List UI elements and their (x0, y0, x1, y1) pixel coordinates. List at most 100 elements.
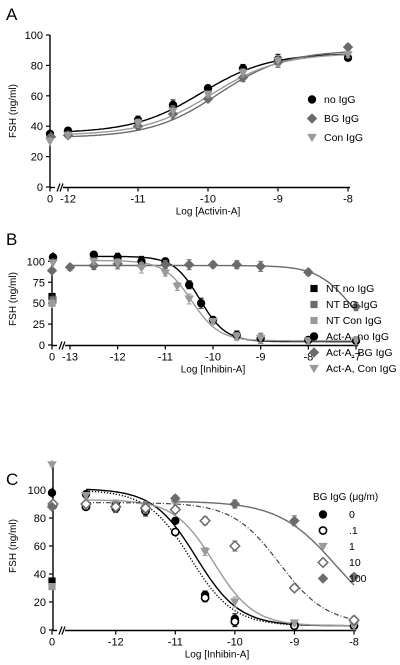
series-B-Act-A, Con IgG-point (160, 269, 171, 278)
y-tick-label: 100 (28, 485, 46, 497)
legend-marker-1 (318, 542, 328, 552)
curve-Act-A, no IgG (93, 255, 356, 343)
series-C-0-nt-control-point (48, 577, 56, 585)
x-axis-label: Log [Activin-A] (176, 207, 241, 218)
x-axis-label: Log [Inhibin-A] (181, 365, 246, 376)
axis-break (59, 183, 64, 192)
series-B-Act-A, Con IgG-point (112, 259, 123, 268)
legend-label-1: 1 (349, 541, 355, 553)
series-A-no IgG-point (203, 84, 213, 93)
legend-marker-Act-A, Con IgG (309, 364, 319, 374)
series-A-Con IgG-point (133, 119, 143, 128)
panel-label-A: A (6, 5, 18, 24)
x-tick-label: -8 (349, 637, 359, 649)
x-tick-label: -11 (168, 637, 183, 649)
series-B-Act-A, BG IgG-point (183, 259, 195, 270)
x-tick-label: -10 (200, 194, 216, 206)
axis-break (61, 341, 66, 350)
legend-label-Act-A, Con IgG: Act-A, Con IgG (326, 363, 397, 375)
series-B-Act-A, BG IgG-point (303, 267, 314, 278)
x-tick-label: -9 (290, 637, 300, 649)
y-tick-label: 100 (25, 30, 43, 42)
y-tick-label: 40 (31, 121, 43, 133)
x-tick-label: -8 (303, 352, 313, 364)
axis-break (61, 626, 66, 635)
series-B-Act-A, BG IgG-point (160, 259, 171, 270)
axis-break (58, 626, 63, 635)
series-C-100-point (229, 498, 241, 510)
x-tick-label: -7 (351, 352, 361, 364)
y-tick-label: 0 (40, 625, 46, 637)
series-C-100-control-point (46, 501, 58, 512)
legend-label-.1: .1 (349, 525, 358, 537)
series-C-0-control-point (47, 488, 57, 497)
series-C-10-point (80, 498, 92, 510)
series-C-1-control-point (47, 461, 57, 470)
series-C-0-point (171, 516, 180, 525)
y-tick-label: 0 (39, 340, 45, 352)
y-tick-label: 60 (31, 91, 43, 103)
legend-marker-NT Con IgG (310, 316, 318, 325)
series-C-10-point (348, 614, 360, 627)
series-B-NT Con IgG-control-point (48, 299, 56, 307)
series-B-Act-A, no IgG-point (184, 280, 194, 289)
curve-10 (86, 502, 355, 621)
legend-label-0: 0 (349, 509, 355, 521)
series-C-10-point (169, 503, 182, 516)
x-tick-label-control: 0 (49, 637, 55, 649)
y-axis-label: FSH (ng/ml) (8, 519, 19, 573)
series-C-10-point (288, 582, 301, 594)
curve-.1 (85, 490, 354, 627)
series-B-Act-A, Con IgG-point (89, 257, 99, 266)
series-A-no IgG-point (168, 100, 178, 110)
legend-label-no IgG: no IgG (324, 94, 356, 106)
legend-marker-0 (318, 510, 328, 519)
y-axis-label: FSH (ng/ml) (8, 272, 19, 326)
series-B-Act-A, Con IgG-point (255, 334, 266, 343)
y-tick-label: 0 (37, 182, 43, 194)
x-tick-label: -11 (130, 194, 145, 206)
y-tick-label: 75 (33, 277, 45, 289)
curve-Act-A, Con IgG (93, 259, 356, 342)
series-A-Con IgG-point (238, 69, 248, 78)
legend-marker-Con IgG (307, 133, 317, 143)
series-B-Act-A, no IgG-point (89, 250, 99, 259)
x-tick-label-control: 0 (49, 352, 55, 364)
y-tick-label: 25 (33, 319, 45, 331)
legend-marker-.1 (318, 526, 328, 535)
series-A-Con IgG-control-point (45, 137, 55, 146)
series-B-Act-A, Con IgG-point (351, 337, 361, 346)
series-C-1-nt-control-point (48, 583, 56, 591)
panel-label-C: C (6, 470, 18, 489)
x-tick-label: -13 (62, 352, 78, 364)
series-A-BG IgG-control-point (45, 131, 57, 143)
y-tick-label: 80 (31, 60, 43, 72)
series-C-1-point (81, 492, 91, 501)
legend-marker-no IgG (307, 95, 317, 104)
y-tick-label: 50 (33, 298, 45, 310)
x-tick-label: -11 (158, 352, 173, 364)
x-tick-label: -12 (108, 637, 124, 649)
x-tick-label-control: 0 (47, 194, 53, 206)
x-tick-label: -12 (110, 352, 126, 364)
series-B-Act-A, no IgG-point (196, 298, 206, 308)
y-tick-label: 60 (34, 541, 46, 553)
y-tick-label: 40 (34, 569, 46, 581)
series-C-10-point (229, 540, 241, 552)
series-A-BG IgG-point (342, 41, 354, 53)
x-axis-label: Log [Inhibin-A] (185, 650, 250, 661)
y-axis-label: FSH (ng/ml) (8, 84, 19, 138)
legend-marker-100 (317, 573, 329, 584)
x-tick-label: -8 (343, 194, 353, 206)
legend-label-Con IgG: Con IgG (324, 132, 363, 144)
legend-label-NT BG IgG: NT BG IgG (326, 299, 378, 311)
series-C-100-point (289, 515, 300, 526)
series-C-.1-point (170, 527, 180, 537)
y-tick-label: 100 (27, 256, 45, 268)
series-B-Act-A, Con IgG-point (303, 337, 314, 346)
series-C-100-point (348, 571, 360, 582)
legend-label-100: 100 (349, 573, 367, 585)
series-C-10-point (109, 500, 122, 513)
series-B-Act-A, Con IgG-point (232, 333, 242, 342)
